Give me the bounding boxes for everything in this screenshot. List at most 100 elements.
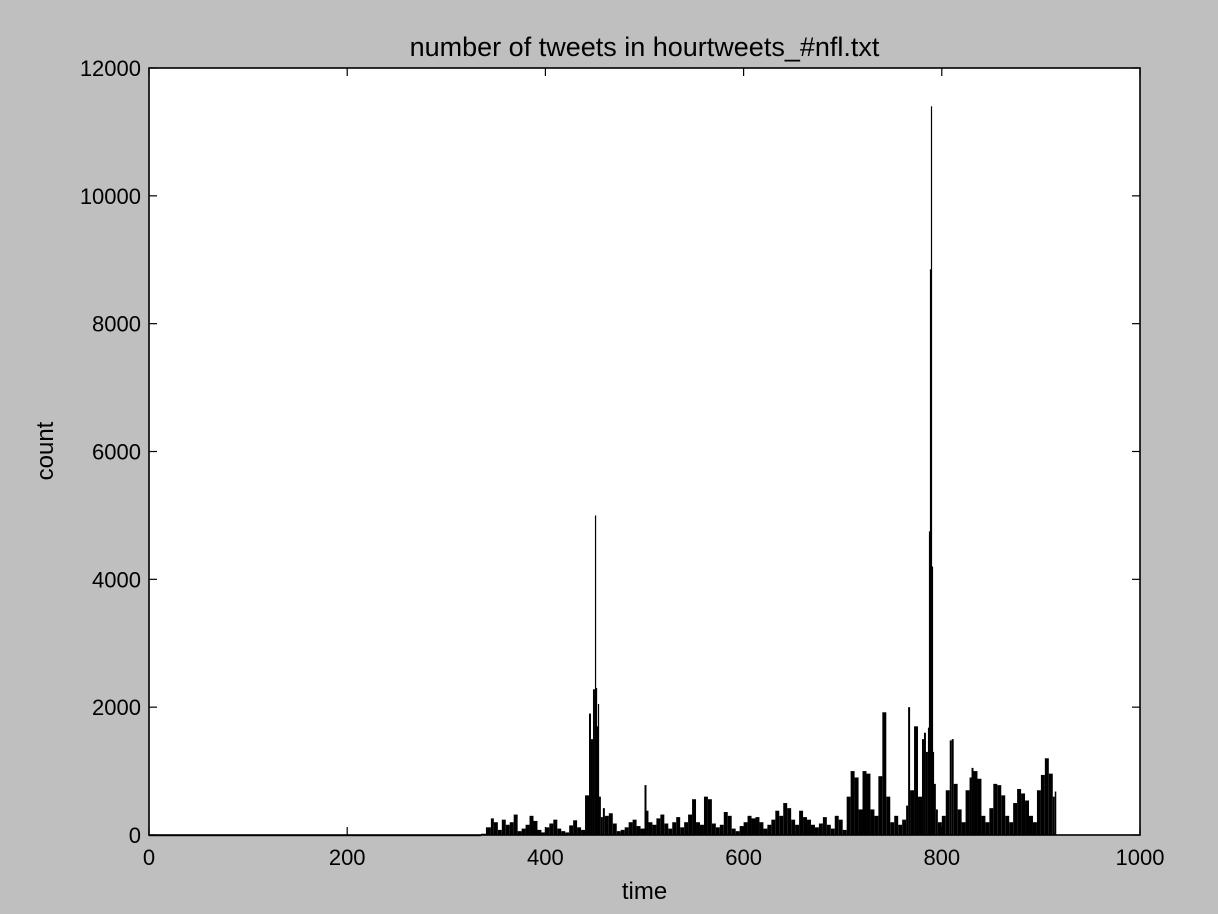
bar	[541, 832, 546, 835]
bar	[747, 815, 752, 835]
bar	[1001, 795, 1006, 835]
bar	[771, 819, 776, 835]
bar	[660, 814, 665, 835]
bar	[719, 824, 724, 835]
bar	[1052, 796, 1055, 835]
bar	[676, 817, 681, 835]
bar	[807, 819, 811, 835]
bar	[921, 739, 924, 836]
bar	[711, 823, 716, 835]
bar	[882, 712, 887, 835]
bar	[684, 822, 689, 835]
bar	[640, 828, 645, 835]
bar	[830, 828, 835, 835]
bar	[930, 106, 933, 836]
bar	[951, 739, 954, 836]
bar	[594, 515, 597, 835]
bar	[914, 726, 919, 835]
bar	[918, 796, 922, 835]
bar	[581, 829, 586, 835]
bar	[632, 819, 637, 835]
bar	[846, 796, 851, 835]
bar	[493, 822, 498, 835]
bars	[149, 106, 1057, 837]
bar	[997, 785, 1002, 835]
bar	[549, 823, 554, 835]
bar	[545, 827, 550, 835]
bar	[929, 269, 932, 836]
bar	[937, 822, 942, 835]
plot-area	[149, 68, 1140, 835]
bar	[862, 771, 867, 835]
bar	[723, 811, 728, 835]
bar	[656, 818, 661, 835]
bar	[707, 799, 712, 835]
bar	[743, 822, 748, 835]
bar	[735, 831, 740, 835]
bar	[644, 785, 647, 835]
bar	[646, 810, 649, 835]
bar	[826, 824, 831, 835]
bar	[985, 822, 990, 835]
bar	[1009, 822, 1014, 835]
bar	[783, 803, 788, 835]
y-axis-label: count	[32, 421, 59, 480]
bar	[537, 829, 542, 835]
bar	[497, 829, 502, 835]
bar	[596, 726, 599, 835]
bar	[969, 777, 972, 835]
bar	[993, 783, 998, 835]
bar	[775, 810, 780, 835]
bar	[932, 751, 935, 835]
bar	[612, 823, 617, 835]
bar	[870, 809, 875, 835]
bar	[854, 777, 859, 835]
bar	[505, 824, 510, 835]
bar	[628, 822, 633, 835]
bar	[490, 818, 494, 835]
bar	[533, 820, 538, 835]
bar	[727, 815, 732, 835]
axis-ticks: 0 200 400 600 800 100002000400060008000100001…	[80, 56, 1165, 870]
bar	[890, 822, 895, 835]
bar	[941, 815, 946, 835]
bar	[620, 829, 625, 835]
bar	[1054, 791, 1057, 835]
bar	[755, 817, 760, 835]
bar	[553, 819, 558, 835]
bar	[513, 814, 518, 835]
bar	[866, 773, 871, 835]
x-tick-label: 400	[527, 845, 564, 870]
bar	[822, 817, 827, 835]
x-tick-label: 600	[725, 845, 762, 870]
bar	[981, 815, 986, 835]
bar	[799, 810, 804, 835]
bar	[1005, 815, 1010, 835]
bar	[696, 822, 700, 835]
bar	[1013, 803, 1018, 835]
bar	[739, 826, 744, 835]
bar	[763, 828, 768, 835]
bar	[925, 751, 928, 835]
bar	[604, 815, 609, 835]
bar	[933, 783, 936, 835]
bar	[1029, 815, 1033, 835]
bar	[810, 824, 815, 835]
bar	[501, 819, 506, 835]
bar	[585, 795, 589, 835]
plot-frame	[148, 67, 1141, 836]
bar	[597, 703, 600, 835]
bar	[902, 819, 907, 835]
bar	[688, 814, 693, 835]
bar	[598, 796, 601, 835]
bar	[703, 796, 708, 835]
bar	[927, 727, 930, 835]
bar	[1025, 800, 1029, 835]
bar	[1048, 773, 1053, 835]
bar	[886, 796, 891, 835]
x-tick-label: 1000	[1116, 845, 1165, 870]
bar	[715, 827, 720, 835]
bar	[652, 824, 657, 835]
bar	[906, 805, 909, 835]
